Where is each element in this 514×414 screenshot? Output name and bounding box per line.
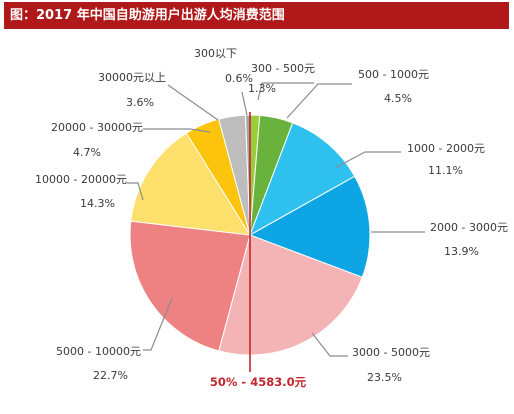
pie-slice bbox=[249, 122, 356, 237]
pie-slice bbox=[129, 220, 251, 352]
chart-title: 图：2017 年中国自助游用户出游人均消费范围 bbox=[4, 2, 509, 29]
slice-value-label: 13.9% bbox=[444, 245, 479, 258]
slice-category-label: 20000 - 30000元 bbox=[51, 121, 143, 134]
slice-value-label: 4.5% bbox=[384, 92, 412, 105]
slice-category-label: 2000 - 3000元 bbox=[430, 221, 508, 234]
slice-value-label: 23.5% bbox=[367, 371, 402, 384]
median-label: 50% - 4583.0元 bbox=[210, 375, 307, 389]
slice-category-label: 30000元以上 bbox=[98, 71, 166, 84]
pie-slice bbox=[248, 175, 371, 278]
slice-category-label: 10000 - 20000元 bbox=[35, 173, 127, 186]
slice-value-label: 22.7% bbox=[93, 369, 128, 382]
slice-value-label: 4.7% bbox=[73, 146, 101, 159]
leader-line bbox=[257, 82, 314, 101]
slice-category-label: 300以下 bbox=[194, 47, 237, 60]
leader-line bbox=[286, 83, 352, 119]
median-annotation: 50% - 4583.0元 bbox=[210, 112, 307, 389]
leader-line bbox=[334, 151, 401, 169]
slice-category-label: 3000 - 5000元 bbox=[352, 346, 430, 359]
leader-lines bbox=[127, 82, 425, 357]
slice-category-label: 1000 - 2000元 bbox=[407, 142, 485, 155]
leader-line bbox=[143, 128, 211, 133]
leader-line bbox=[311, 332, 348, 357]
leader-line bbox=[143, 297, 173, 351]
slice-value-label: 11.1% bbox=[428, 164, 463, 177]
slice-category-label: 5000 - 10000元 bbox=[56, 345, 141, 358]
slice-value-label: 1.3% bbox=[248, 82, 276, 95]
slice-value-label: 0.6% bbox=[225, 72, 253, 85]
pie-slice bbox=[218, 234, 363, 356]
leader-line bbox=[241, 91, 248, 116]
slice-labels: 300 - 500元 1.3% 500 - 1000元 4.5% 1000 - 2000… bbox=[35, 47, 508, 384]
slice-category-label: 300 - 500元 bbox=[251, 62, 315, 75]
slice-value-label: 3.6% bbox=[126, 96, 154, 109]
leader-line bbox=[127, 182, 144, 201]
pie-slices bbox=[129, 114, 371, 356]
slice-value-label: 14.3% bbox=[80, 197, 115, 210]
leader-line bbox=[167, 84, 219, 121]
pie-slice bbox=[130, 132, 251, 236]
slice-category-label: 500 - 1000元 bbox=[358, 68, 429, 81]
